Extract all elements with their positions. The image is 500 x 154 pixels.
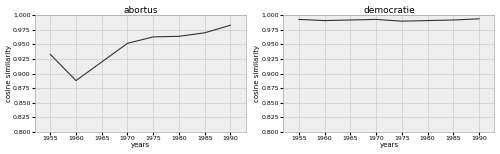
X-axis label: years: years: [380, 142, 398, 148]
Y-axis label: cosine similarity: cosine similarity: [6, 45, 12, 102]
Title: abortus: abortus: [123, 6, 158, 15]
X-axis label: years: years: [131, 142, 150, 148]
Title: democratie: democratie: [363, 6, 415, 15]
Y-axis label: cosine similarity: cosine similarity: [254, 45, 260, 102]
